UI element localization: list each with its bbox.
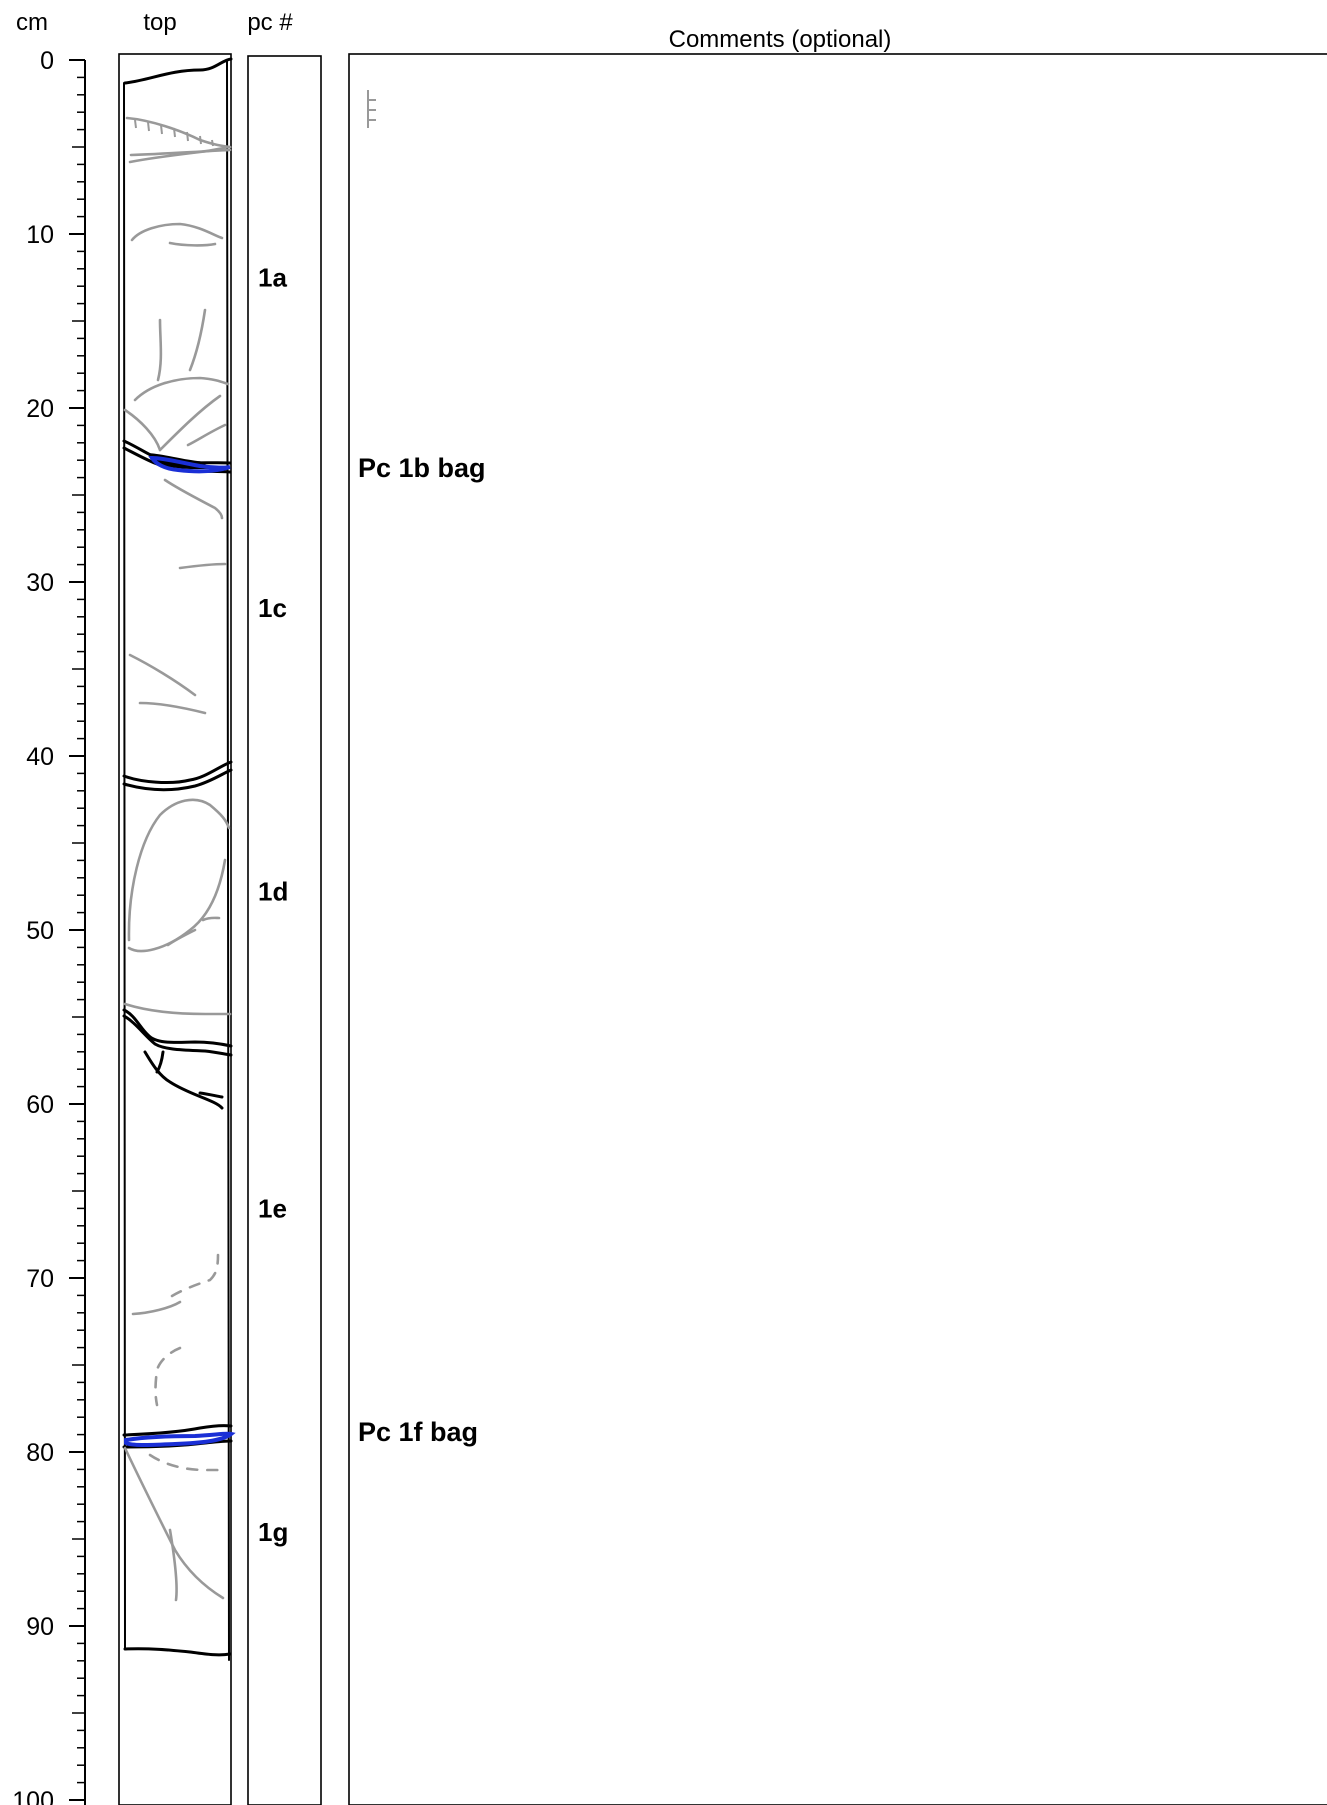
fracture-line bbox=[131, 1300, 182, 1316]
dashed-fracture bbox=[170, 1253, 220, 1298]
hatch-mark bbox=[211, 139, 214, 147]
fracture-line bbox=[168, 241, 217, 247]
hatch-mark bbox=[173, 127, 176, 138]
depth-axis: 0 10 20 30 40 50 60 70 80 90 100 bbox=[12, 47, 86, 1805]
fracture-line bbox=[128, 653, 197, 697]
fracture-line bbox=[123, 1002, 232, 1016]
core-column bbox=[118, 53, 236, 1805]
fracture-1e-a bbox=[143, 1050, 224, 1110]
piece-number-column: 1a 1c 1d 1e 1g bbox=[247, 55, 322, 1805]
fracture-line bbox=[166, 928, 197, 947]
fracture-line bbox=[125, 116, 232, 149]
hatch-marks bbox=[134, 119, 214, 147]
fracture-line bbox=[163, 478, 224, 520]
comments-header: Comments (optional) bbox=[669, 26, 892, 53]
core-right-edge bbox=[226, 59, 230, 1661]
piece-number-column-frame bbox=[247, 55, 322, 1805]
depth-tick-label: 30 bbox=[26, 569, 54, 597]
piece-label: 1c bbox=[258, 593, 287, 623]
break-1f-upper bbox=[122, 1424, 233, 1437]
fracture-line bbox=[186, 423, 227, 447]
fracture-line bbox=[168, 1528, 178, 1602]
fracture-line bbox=[129, 148, 232, 157]
fracture-line bbox=[130, 222, 224, 242]
depth-tick-label: 50 bbox=[26, 917, 54, 945]
fracture-line bbox=[138, 701, 207, 715]
fracture-sketch bbox=[123, 116, 232, 1602]
hatch-mark bbox=[199, 135, 202, 145]
fracture-line bbox=[178, 562, 227, 570]
depth-unit-header: cm bbox=[16, 9, 48, 36]
piece-label: 1a bbox=[258, 263, 287, 293]
hatch-mark bbox=[186, 131, 189, 142]
hatch-mark bbox=[160, 124, 163, 135]
fracture-line bbox=[133, 376, 230, 402]
piece-boundaries bbox=[122, 57, 233, 1661]
depth-tick-label: 70 bbox=[26, 1265, 54, 1293]
core-top-line bbox=[123, 57, 233, 85]
comment-text: Pc 1b bag bbox=[358, 453, 486, 483]
hatch-mark bbox=[147, 121, 150, 132]
comments-column: Pc 1b bag Pc 1f bag bbox=[348, 53, 1327, 1805]
dashed-fracture bbox=[154, 1346, 182, 1407]
break-1d-1e-b bbox=[122, 1014, 233, 1057]
depth-tick-label: 90 bbox=[26, 1613, 54, 1641]
depth-tick-label: 100 bbox=[12, 1787, 54, 1805]
break-1c-1d-lower bbox=[122, 768, 233, 792]
bag-marker-1b bbox=[148, 455, 231, 474]
small-scale-glyph bbox=[367, 90, 376, 128]
bag-marker-1f bbox=[124, 1431, 236, 1447]
depth-tick-label: 40 bbox=[26, 743, 54, 771]
core-left-edge bbox=[123, 82, 126, 1649]
depth-tick-label: 20 bbox=[26, 395, 54, 423]
break-1c-1d-upper bbox=[122, 760, 233, 785]
depth-tick-label: 80 bbox=[26, 1439, 54, 1467]
fracture-line bbox=[158, 394, 222, 452]
depth-tick-label: 0 bbox=[40, 47, 54, 75]
core-bottom-line bbox=[123, 1647, 232, 1657]
fracture-1e-b bbox=[155, 1050, 165, 1074]
fracture-line bbox=[127, 858, 227, 953]
fracture-line bbox=[188, 308, 207, 372]
fracture-line bbox=[201, 916, 221, 922]
fracture-1e-c bbox=[198, 1091, 224, 1099]
fracture-line bbox=[123, 1446, 225, 1600]
fracture-line bbox=[156, 318, 163, 382]
comments-column-frame bbox=[348, 53, 1327, 1805]
piece-label: 1d bbox=[258, 877, 288, 907]
hatch-mark bbox=[134, 119, 137, 129]
comment-text: Pc 1f bag bbox=[358, 1417, 478, 1447]
top-header: top bbox=[143, 9, 176, 36]
bag-markers bbox=[124, 455, 236, 1447]
depth-tick-label: 10 bbox=[26, 221, 54, 249]
fracture-line bbox=[127, 798, 231, 942]
fracture-line bbox=[123, 408, 162, 452]
core-column-frame bbox=[118, 53, 232, 1805]
piece-number-header: pc # bbox=[247, 9, 293, 36]
piece-label: 1e bbox=[258, 1193, 287, 1223]
break-1d-1e-a bbox=[122, 1008, 233, 1048]
dashed-fracture bbox=[148, 1453, 229, 1472]
piece-label: 1g bbox=[258, 1517, 288, 1547]
depth-tick-label: 60 bbox=[26, 1091, 54, 1119]
